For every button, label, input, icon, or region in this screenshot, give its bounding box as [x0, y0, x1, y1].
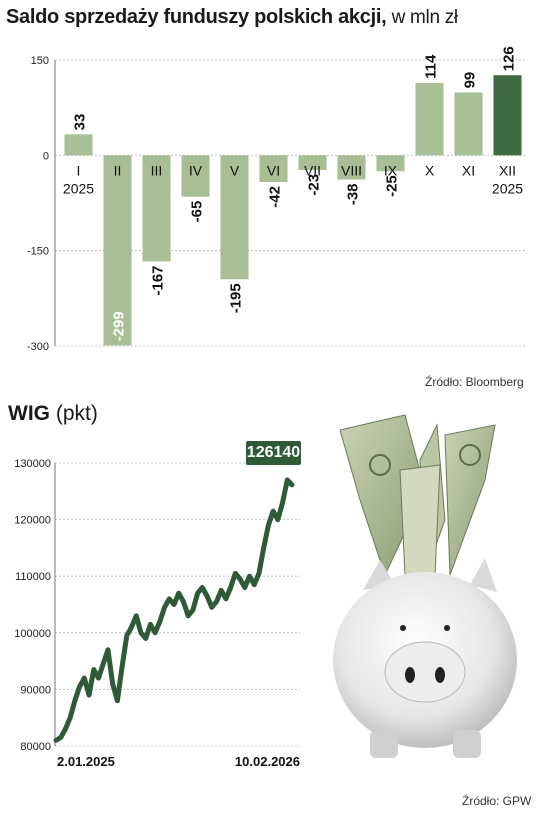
- wig-line: [53, 477, 295, 743]
- bar: [298, 155, 327, 170]
- bar-category-label: II: [114, 162, 122, 178]
- bar-ytick-label: -150: [27, 246, 49, 258]
- bar-value-label: -299: [111, 311, 128, 341]
- bar: [493, 75, 522, 156]
- bar-category-label: VI: [267, 162, 280, 178]
- bar-category-label: III: [151, 162, 163, 178]
- bar-category-year: 2025: [63, 180, 94, 196]
- line-chart: 130000 120000 110000 100000 90000 80000 2.01.2…: [14, 458, 300, 769]
- bar-chart: 150 0 -150 -300 33 I 2025 -299 II -167 III -65 IV -19…: [27, 46, 527, 353]
- banknotes: [339, 414, 496, 577]
- bar: [376, 155, 405, 172]
- bar-category-label: X: [425, 162, 435, 178]
- line-ytick-label: 100000: [14, 628, 51, 640]
- bar-category-label: IV: [189, 162, 203, 178]
- bar: [64, 134, 93, 156]
- bar-category-label: V: [230, 162, 240, 178]
- bar-value-label: -42: [267, 186, 284, 208]
- bar-category-label: IX: [384, 162, 398, 178]
- bar-value-label: 114: [423, 54, 440, 79]
- bar: [142, 155, 171, 262]
- bar-chart-source: Źródło: Bloomberg: [425, 375, 524, 389]
- bar-value-label: -25: [384, 175, 401, 197]
- bar-value-label: 99: [462, 72, 479, 89]
- bar: [181, 155, 210, 197]
- bar-chart-title: Saldo sprzedaży funduszy polskich akcji,…: [6, 6, 458, 29]
- bar: [454, 92, 483, 156]
- bar-category-label: XI: [462, 162, 475, 178]
- line-ytick-label: 80000: [20, 741, 51, 753]
- bar: [337, 155, 366, 180]
- bar-chart-unit: w mln zł: [391, 7, 459, 28]
- bar-ytick-label: -300: [27, 341, 49, 353]
- line-xtick-label-start: 2.01.2025: [57, 754, 115, 769]
- line-chart-title: WIG (pkt): [8, 402, 98, 426]
- bar-value-label: 33: [72, 114, 89, 131]
- line-chart-title-main: WIG: [8, 402, 50, 425]
- line-chart-source: Źródło: GPW: [462, 794, 532, 808]
- bar-value-label: -23: [306, 174, 323, 196]
- bar-value-label: -38: [345, 183, 362, 205]
- line-ytick-label: 120000: [14, 515, 51, 527]
- bar: [259, 155, 288, 183]
- bar-chart-title-main: Saldo sprzedaży funduszy polskich akcji,: [6, 6, 387, 28]
- line-ytick-label: 130000: [14, 458, 51, 470]
- piggy-bank: [333, 558, 517, 758]
- bar-category-label: XII: [499, 162, 516, 178]
- bar-category-year: 2025: [492, 180, 523, 196]
- last-value-badge: 126140: [246, 441, 301, 465]
- line-chart-unit: (pkt): [55, 402, 98, 425]
- bar-value-label: -195: [228, 283, 245, 313]
- bar-ytick-label: 150: [31, 55, 49, 67]
- bar-category-label: VII: [304, 162, 321, 178]
- bar-ytick-label: 0: [43, 150, 49, 162]
- line-xtick-label-end: 10.02.2026: [235, 754, 300, 769]
- bar: [415, 82, 444, 156]
- bar-category-label: I: [77, 162, 81, 178]
- piggy-bank-photo: [333, 414, 517, 758]
- bar-value-label: -65: [189, 201, 206, 223]
- bar: [220, 155, 249, 280]
- bar-category-label: VIII: [341, 162, 362, 178]
- line-ytick-label: 90000: [20, 684, 51, 696]
- bar-value-label: -167: [150, 265, 167, 295]
- line-ytick-label: 110000: [15, 571, 51, 583]
- bar: [103, 155, 132, 346]
- bar-value-label: 126: [501, 46, 518, 71]
